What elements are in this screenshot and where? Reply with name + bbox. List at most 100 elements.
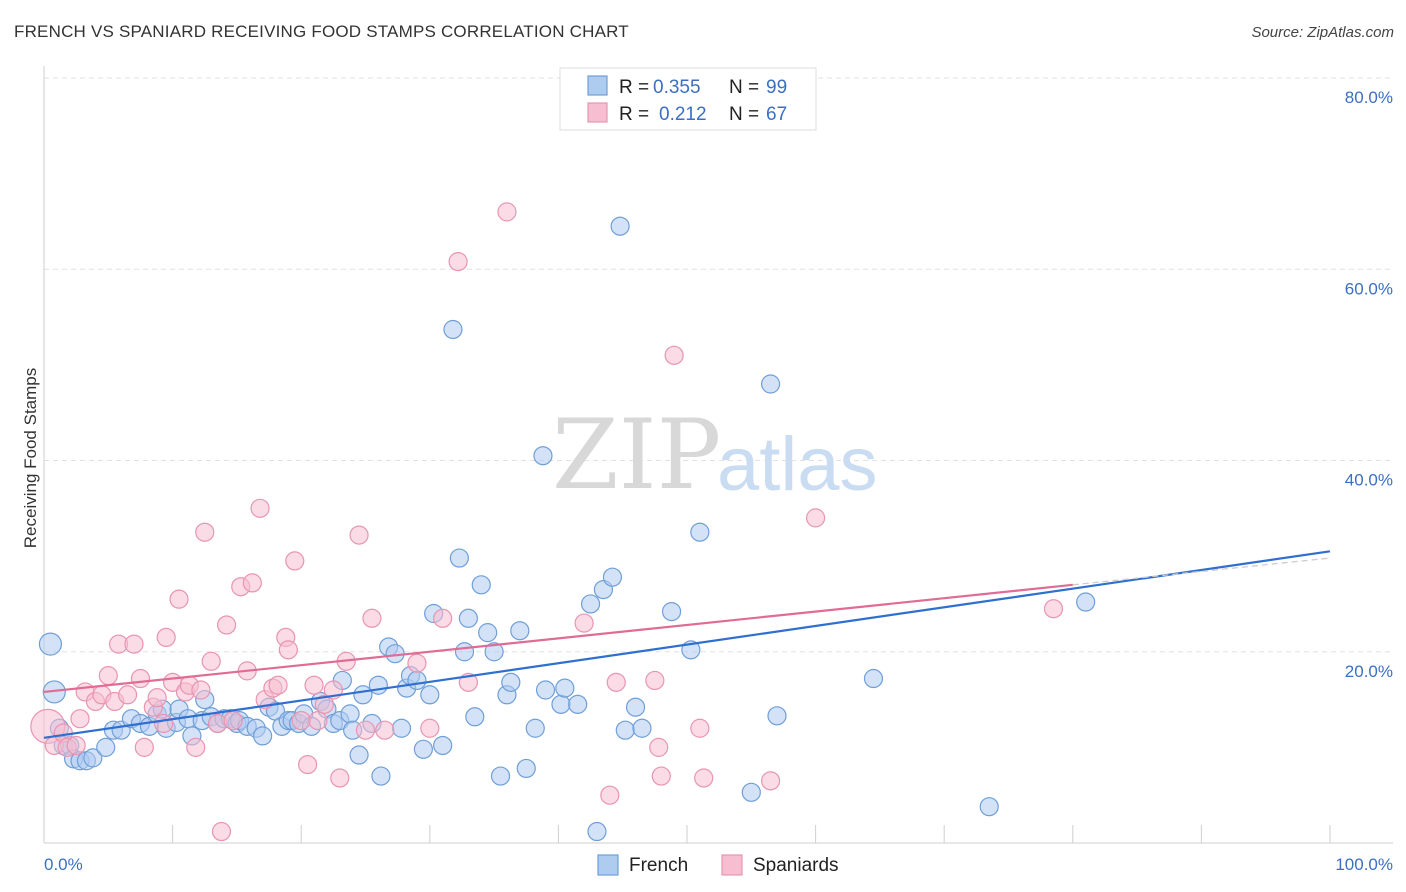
y-axis-label: Receiving Food Stamps — [21, 368, 40, 548]
spaniard-point — [308, 710, 328, 731]
spaniard-point — [186, 737, 206, 757]
spaniard-point — [117, 685, 138, 705]
spaniard-points — [30, 202, 1064, 842]
spaniard-point — [268, 675, 288, 695]
legend-n-value-french: 99 — [766, 77, 787, 98]
spaniard-point — [448, 252, 468, 272]
french-point — [580, 594, 601, 614]
spaniard-point — [420, 718, 440, 738]
x-tick-label-end: 100.0% — [1335, 855, 1393, 874]
spaniard-point — [134, 737, 154, 757]
spaniard-point — [153, 713, 174, 734]
source-label: Source: ZipAtlas.com — [1251, 24, 1394, 41]
french-point — [767, 706, 787, 726]
spaniard-point — [760, 771, 781, 791]
spaniard-point — [497, 202, 517, 222]
french-point — [615, 720, 635, 740]
y-tick-label-20: 20.0% — [1345, 662, 1393, 681]
french-point — [587, 821, 607, 842]
bottom-legend-french: French — [629, 855, 688, 876]
legend-swatch-spaniards — [587, 102, 608, 123]
french-point — [510, 621, 530, 641]
spaniard-point — [600, 785, 620, 805]
spaniard-point — [223, 710, 243, 731]
watermark-atlas: atlas — [717, 422, 878, 507]
spaniard-point — [1043, 599, 1064, 619]
french-point — [253, 726, 273, 746]
french-point — [625, 697, 646, 717]
spaniard-point — [606, 672, 626, 692]
y-tick-label-40: 40.0% — [1345, 471, 1393, 490]
spaniard-point — [330, 768, 350, 788]
spaniard-point — [211, 821, 232, 842]
y-tick-label-80: 80.0% — [1345, 88, 1393, 107]
french-point — [490, 766, 511, 786]
watermark: ZIP atlas — [552, 399, 878, 511]
spaniard-point — [217, 615, 237, 635]
french-point — [96, 737, 116, 757]
spaniard-point — [156, 627, 176, 648]
spaniard-point — [349, 525, 369, 545]
french-point — [741, 782, 761, 802]
french-point — [533, 446, 553, 466]
french-point — [391, 718, 412, 738]
french-point — [349, 745, 369, 765]
watermark-zip: ZIP — [552, 399, 721, 511]
french-point — [661, 601, 682, 622]
french-point — [555, 678, 575, 698]
spaniard-point — [805, 508, 826, 528]
legend-n-label-spaniards: N = — [729, 104, 759, 125]
french-point — [471, 575, 491, 595]
spaniard-point — [285, 551, 305, 571]
spaniard-point — [169, 589, 189, 609]
spaniard-point — [574, 613, 594, 633]
spaniard-trend-line — [43, 583, 1073, 694]
legend-r-label-spaniards: R = — [619, 104, 649, 125]
spaniard-point — [291, 710, 311, 731]
french-point — [516, 758, 536, 779]
spaniard-point — [70, 709, 90, 729]
french-point — [610, 216, 630, 236]
x-tick-labels: 0.0% 100.0% — [44, 855, 1393, 874]
x-tick-marks — [172, 825, 1331, 843]
french-point — [407, 670, 427, 691]
spaniard-point — [314, 694, 334, 714]
bottom-legend: French Spaniards — [597, 854, 839, 876]
french-point — [465, 707, 485, 727]
french-trend-line — [43, 550, 1331, 739]
spaniard-point — [242, 573, 262, 593]
french-point — [690, 522, 710, 542]
french-point — [551, 694, 571, 714]
spaniard-point — [375, 720, 395, 740]
spaniard-point — [124, 634, 144, 654]
french-point — [353, 685, 373, 705]
french-point — [368, 675, 388, 695]
trend-lines — [43, 550, 1331, 739]
spaniard-point — [191, 680, 211, 700]
french-point — [371, 766, 391, 786]
x-tick-label-start: 0.0% — [44, 855, 83, 874]
french-point — [454, 642, 475, 662]
spaniard-point — [651, 766, 671, 786]
spaniard-point — [664, 345, 684, 365]
bottom-legend-spaniards: Spaniards — [753, 855, 839, 876]
french-point — [760, 374, 781, 394]
spaniard-trend-extension — [1072, 557, 1331, 586]
spaniard-point — [278, 640, 298, 660]
spaniard-point — [362, 608, 382, 628]
french-point — [413, 739, 433, 759]
spaniard-point — [66, 735, 86, 756]
french-point — [83, 748, 103, 768]
spaniard-point — [147, 688, 167, 708]
french-point — [602, 567, 623, 587]
french-point — [525, 718, 545, 738]
french-point — [449, 548, 469, 568]
y-tick-labels: 20.0% 40.0% 60.0% 80.0% — [1345, 88, 1393, 681]
spaniard-point — [407, 653, 427, 673]
spaniard-point — [645, 670, 665, 691]
legend-r-value-french: 0.355 — [653, 77, 701, 98]
french-point — [535, 680, 556, 700]
spaniard-point — [649, 737, 669, 757]
spaniard-point — [690, 718, 710, 738]
french-point — [458, 608, 478, 628]
